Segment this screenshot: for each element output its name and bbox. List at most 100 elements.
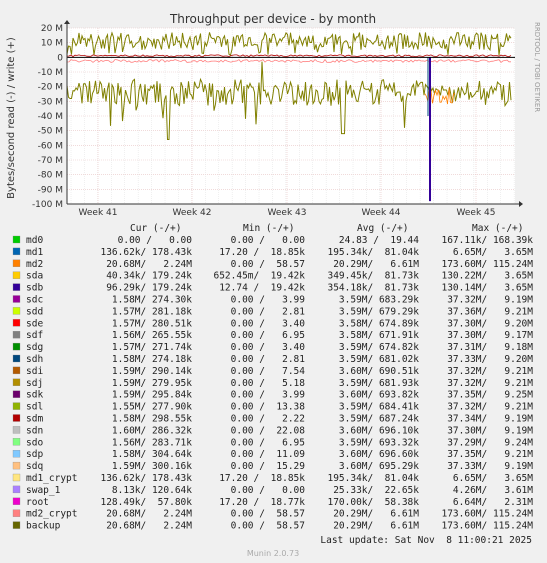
legend-cur: 1.58M/ 298.55k xyxy=(112,414,192,425)
x-axis-arrow xyxy=(519,201,523,207)
legend-cur: 1.58M/ 274.30k xyxy=(112,295,192,306)
legend-max: 37.30M/ 9.17M xyxy=(447,330,533,341)
legend-name: sdq xyxy=(26,461,43,472)
legend-min: 0.00 / 2.81 xyxy=(231,306,306,317)
legend-avg: 3.58M/ 674.89k xyxy=(339,318,419,329)
legend-name: sdo xyxy=(26,437,43,448)
x-tick-label: Week 44 xyxy=(362,208,401,218)
legend-avg: 3.60M/ 690.51k xyxy=(339,366,419,377)
legend-swatch xyxy=(12,473,21,482)
legend-max: 37.34M/ 9.19M xyxy=(447,414,533,425)
legend-avg: 20.29M/ 6.61M xyxy=(333,259,419,270)
legend-min: 0.00 / 15.29 xyxy=(231,461,306,472)
y-tick-label: -10 M xyxy=(38,68,63,78)
y-tick-label: -40 M xyxy=(38,112,63,122)
legend-max: 173.60M/ 115.24M xyxy=(441,509,533,520)
y-tick-label: -100 M xyxy=(32,200,63,210)
legend-min: 17.20 / 18.77k xyxy=(219,497,305,508)
legend-cur: 1.57M/ 271.74k xyxy=(112,342,192,353)
legend-max: 6.65M/ 3.65M xyxy=(453,473,533,484)
legend-avg: 24.83 / 19.44 xyxy=(339,235,419,246)
legend-name: md2_crypt xyxy=(26,509,77,520)
legend-avg: 3.59M/ 674.82k xyxy=(339,342,419,353)
series-sd-write-line xyxy=(66,54,512,58)
legend-name: sdk xyxy=(26,390,43,401)
legend-min: 0.00 / 2.22 xyxy=(231,414,305,425)
legend-max: 37.32M/ 9.21M xyxy=(447,402,533,413)
legend-name: sda xyxy=(26,271,43,282)
x-tick-label: Week 42 xyxy=(173,208,212,218)
munin-version: Munin 2.0.73 xyxy=(247,549,299,558)
legend-avg: 3.59M/ 684.41k xyxy=(339,402,419,413)
legend-max: 37.33M/ 9.20M xyxy=(447,354,533,365)
legend-avg: 3.59M/ 681.93k xyxy=(339,378,419,389)
legend-name: sdb xyxy=(26,283,43,294)
legend-swatch xyxy=(12,390,21,398)
y-tick-label: 0 xyxy=(57,53,63,63)
legend-name: md2 xyxy=(26,259,43,270)
legend-cur: 1.58M/ 304.64k xyxy=(112,449,192,460)
legend-avg: 3.59M/ 681.02k xyxy=(339,354,419,365)
legend-cur: 136.62k/ 178.43k xyxy=(100,473,192,484)
legend-avg: 3.60M/ 696.60k xyxy=(339,449,419,460)
legend-avg: 3.59M/ 687.24k xyxy=(339,414,419,425)
legend-swatch xyxy=(12,319,21,327)
legend-max: 37.36M/ 9.21M xyxy=(447,306,533,317)
legend-max: 37.32M/ 9.21M xyxy=(447,366,533,377)
x-tick-labels: Week 41 Week 42 Week 43 Week 44 Week 45 xyxy=(79,208,496,218)
rrdtool-credit: RRDTOOL / TOBI OETIKER xyxy=(533,22,541,112)
legend-min: 0.00 / 6.95 xyxy=(231,330,305,341)
legend-cur: 1.58M/ 274.18k xyxy=(112,354,192,365)
legend-swatch xyxy=(12,509,21,517)
legend-name: backup xyxy=(26,521,61,532)
x-tick-label: Week 41 xyxy=(79,208,118,218)
legend-max: 173.60M/ 115.24M xyxy=(441,521,533,532)
legend-name: sdp xyxy=(26,449,43,460)
legend-max: 167.11k/ 168.39k xyxy=(441,235,533,246)
legend-swatch xyxy=(12,283,21,291)
y-axis-arrow xyxy=(64,20,70,24)
legend-min: 17.20 / 18.85k xyxy=(219,247,305,258)
legend-avg: 195.34k/ 81.04k xyxy=(327,473,419,484)
legend-swatch xyxy=(12,414,21,422)
legend-header-cur: Cur (-/+) xyxy=(130,223,181,234)
legend-name: sdh xyxy=(26,354,43,365)
legend-swatch xyxy=(12,354,21,363)
legend-max: 6.65M/ 3.65M xyxy=(453,247,533,258)
legend-min: 0.00 / 58.57 xyxy=(231,509,305,520)
legend-cur: 1.59M/ 279.95k xyxy=(112,378,192,389)
legend-min: 0.00 / 2.81 xyxy=(231,354,306,365)
legend-swatch xyxy=(12,497,21,505)
legend-cur: 40.34k/ 179.24k xyxy=(106,271,192,282)
legend-avg: 3.59M/ 693.32k xyxy=(339,437,419,448)
legend-swatch xyxy=(12,307,21,315)
legend-swatch xyxy=(12,461,21,470)
y-tick-label: -70 M xyxy=(38,156,63,166)
legend-name: sdg xyxy=(26,342,43,353)
legend-min: 0.00 / 7.54 xyxy=(231,366,306,377)
legend-max: 130.22M/ 3.65M xyxy=(441,271,533,282)
legend-header-min: Min (-/+) xyxy=(243,223,294,234)
legend-cur: 1.56M/ 265.55k xyxy=(112,330,192,341)
legend-name: md1_crypt xyxy=(26,473,77,484)
legend-cur: 1.57M/ 281.18k xyxy=(112,306,192,317)
legend-swatch xyxy=(12,235,21,244)
legend-name: sdf xyxy=(26,330,43,341)
legend-min: 0.00 / 5.18 xyxy=(231,378,306,389)
legend-name: sdn xyxy=(26,425,43,436)
y-tick-label: 20 M xyxy=(41,24,63,34)
legend-cur: 8.13k/ 120.64k xyxy=(112,485,192,496)
legend-min: 0.00 / 58.57 xyxy=(231,259,305,270)
legend-min: 0.00 / 3.40 xyxy=(231,342,306,353)
legend-avg: 20.29M/ 6.61M xyxy=(333,509,419,520)
legend-cur: 20.68M/ 2.24M xyxy=(106,509,192,520)
legend-name: sdl xyxy=(26,402,43,413)
series-read-line xyxy=(66,61,512,140)
y-tick-label: -20 M xyxy=(38,83,63,93)
legend-swatch xyxy=(12,247,21,256)
legend-name: sdc xyxy=(26,295,43,306)
legend-max: 37.35M/ 9.25M xyxy=(447,390,533,401)
legend-avg: 349.45k/ 81.73k xyxy=(327,271,419,282)
grid-lines xyxy=(67,27,515,205)
